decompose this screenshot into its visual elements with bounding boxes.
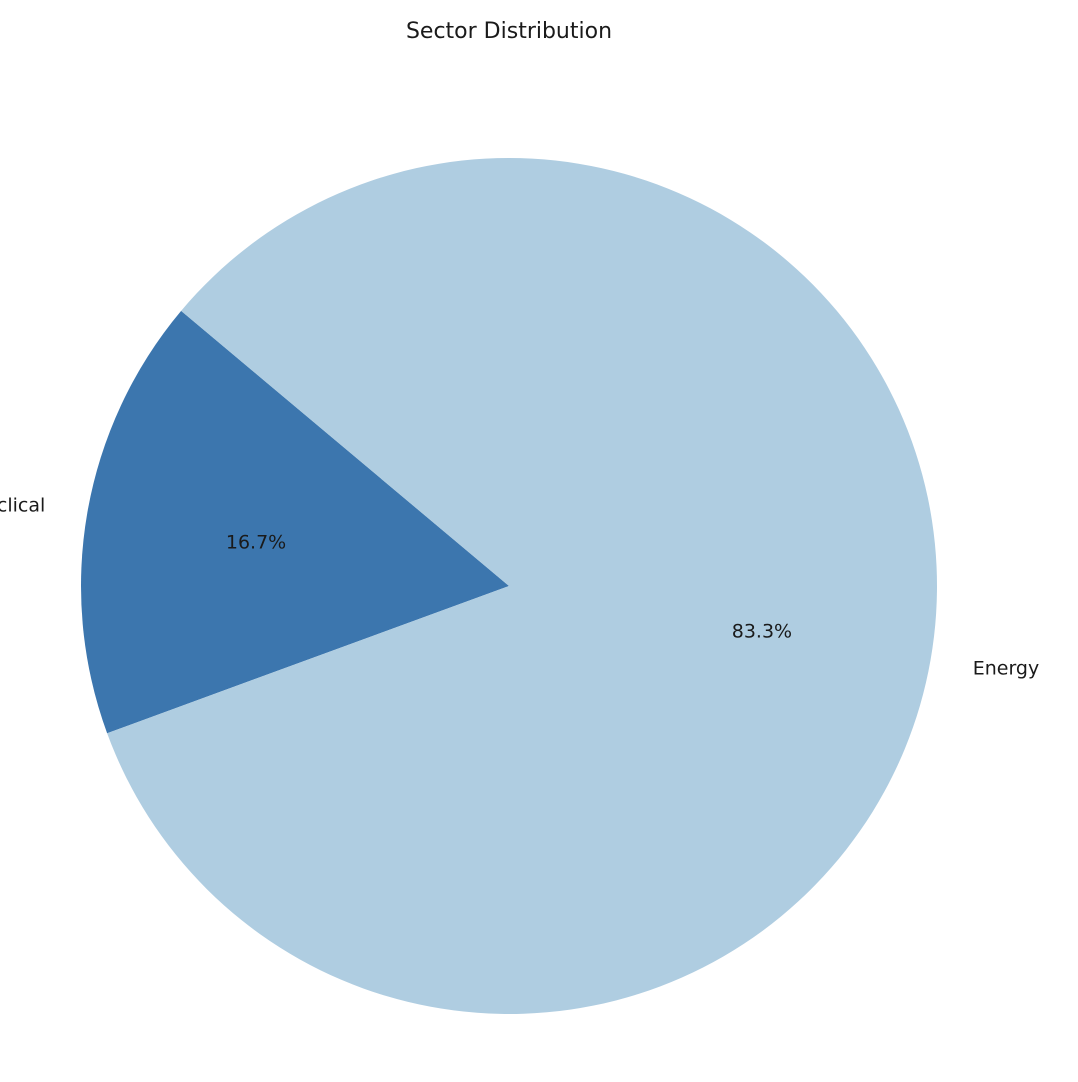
pie-slice-consumer-cyclical — [80, 310, 509, 734]
chart-title: Sector Distribution — [406, 19, 612, 44]
slice-label-energy: Energy — [973, 657, 1040, 679]
slices-layer — [80, 157, 937, 1014]
pie-slice-energy — [107, 157, 937, 1014]
labels-layer: 16.7% Consumer Cyclical 83.3% Energy — [0, 495, 1039, 680]
pct-label-consumer-cyclical: 16.7% — [226, 532, 286, 554]
pct-label-energy: 83.3% — [732, 620, 792, 642]
slice-label-consumer-cyclical: Consumer Cyclical — [0, 495, 45, 517]
